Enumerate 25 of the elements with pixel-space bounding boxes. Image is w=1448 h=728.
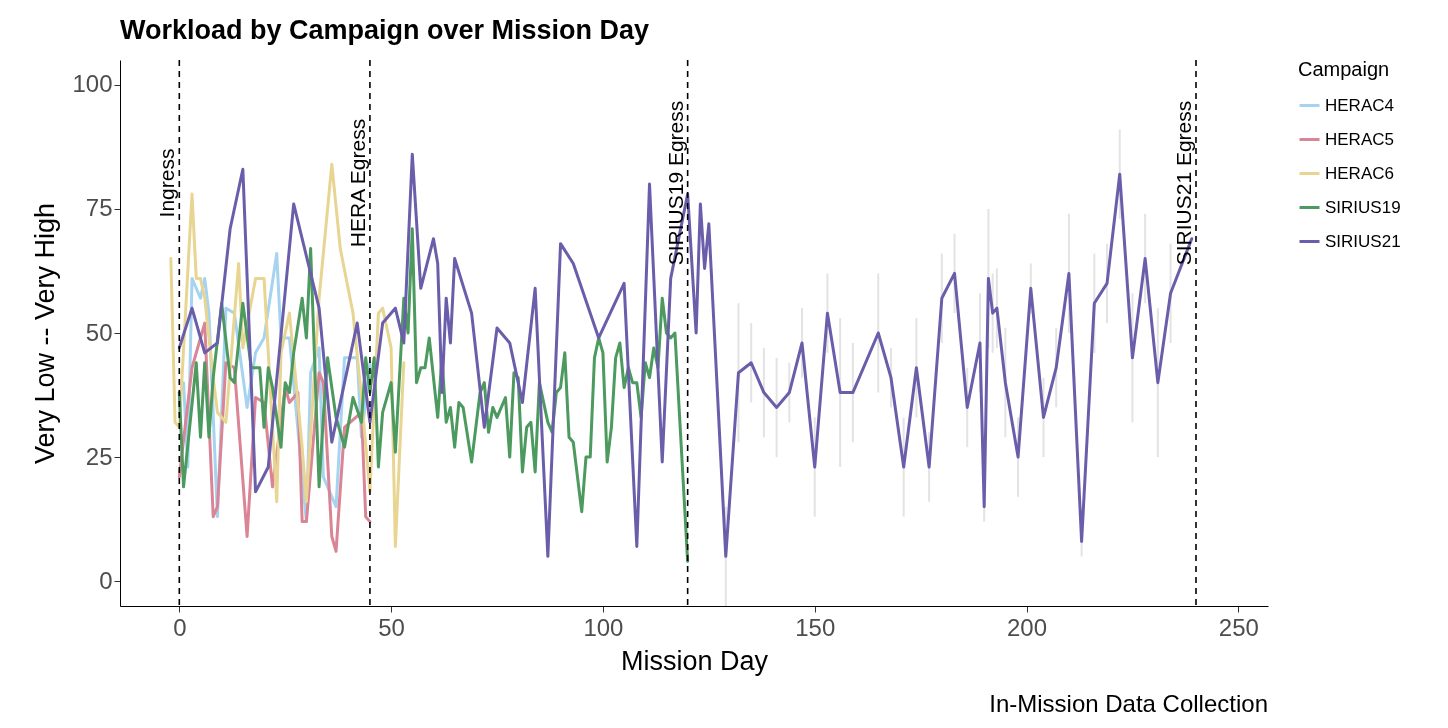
x-tick-label: 0 — [173, 613, 187, 641]
ref-line-label: SIRIUS19 Egress — [663, 100, 687, 266]
legend-label: SIRIUS19 — [1325, 197, 1401, 217]
x-tick-label: 250 — [1218, 613, 1259, 641]
x-tick-label: 200 — [1007, 613, 1048, 641]
y-tick-label: 50 — [85, 318, 113, 346]
x-tick-label: 150 — [795, 613, 836, 641]
y-tick-label: 25 — [85, 442, 113, 470]
y-tick-label: 0 — [99, 566, 113, 594]
legend-label: HERAC6 — [1325, 163, 1394, 183]
x-axis-title: Mission Day — [620, 645, 769, 676]
ref-line-label: HERA Egress — [345, 118, 369, 248]
text: In-Mission Data Collection — [989, 690, 1268, 718]
legend-label: HERAC5 — [1325, 129, 1394, 149]
y-axis-title: Very Low -- Very High — [30, 202, 61, 465]
y-tick-label: 75 — [85, 194, 113, 222]
x-tick-label: 100 — [583, 613, 624, 641]
legend-title: Campaign — [1298, 58, 1390, 80]
ref-line-label: Ingress — [155, 148, 179, 218]
legend-label: HERAC4 — [1325, 95, 1394, 115]
y-tick-label: 100 — [72, 70, 113, 98]
ref-line-label: SIRIUS21 Egress — [1171, 100, 1195, 266]
chart-title: Workload by Campaign over Mission Day — [120, 15, 650, 46]
legend-label: SIRIUS21 — [1325, 231, 1401, 251]
x-tick-label: 50 — [378, 613, 405, 641]
